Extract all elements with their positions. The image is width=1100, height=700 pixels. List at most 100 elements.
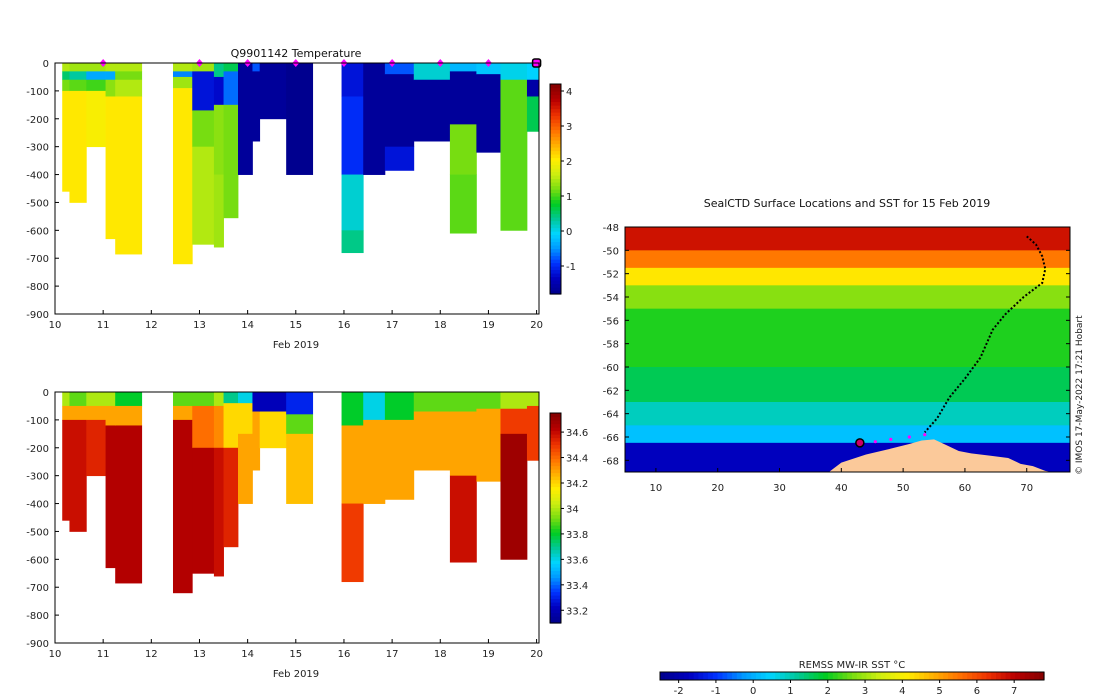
colorbar-step [550,497,561,502]
colorbar-tick-label: 5 [936,686,942,697]
temperature-y-ticks: 0 -100 -200 -300 -400 -500 -600 -700 -800 -900 [26,59,59,321]
profile-cell [86,71,106,81]
colorbar-step [550,549,561,554]
profile-cell [213,405,224,449]
profile-cell [105,392,116,407]
colorbar-step [674,672,680,680]
lat-tick-label: -50 [603,246,619,257]
y-tick-label: -700 [26,254,49,265]
temperature-colorbar: -1 0 1 2 3 4 [549,83,576,295]
colorbar-step [842,672,848,680]
colorbar-step [550,455,561,460]
colorbar-tick-label: 33.6 [566,555,588,566]
profile-cell [413,411,451,471]
colorbar-step [550,84,561,89]
colorbar-step [808,672,815,680]
colorbar-step [550,476,561,481]
salinity-plot-frame [54,391,540,644]
x-tick-label: 16 [338,320,351,331]
profile-cell [449,124,477,175]
sst-field [625,227,1070,472]
colorbar-step [679,672,685,680]
profile-cell [86,90,106,148]
current-location-marker [855,438,865,448]
colorbar-tick-label: 33.4 [566,581,588,592]
profile-cell [105,71,116,81]
colorbar-step [550,563,561,568]
colorbar-step [550,140,561,145]
colorbar-step [550,472,561,477]
profile-cell [69,90,87,203]
colorbar-step [550,220,561,225]
profile-cell [384,146,415,171]
y-tick-label: -200 [26,444,49,455]
colorbar-step [1039,672,1045,680]
colorbar-step [828,672,834,680]
profile-cell [69,63,87,72]
profile-cell [500,408,528,435]
colorbar-step [775,672,781,680]
y-tick-label: -700 [26,583,49,594]
colorbar-step [550,189,561,194]
profile-cell [192,405,215,449]
salinity-section-panel: 10 11 12 13 14 15 16 17 18 19 20 0 -100 -200 -300 -400… [26,388,588,680]
profile-cell [213,76,224,106]
colorbar-step [550,248,561,253]
profile-cell [223,71,239,106]
map-longitude-ticks: 10 20 30 40 50 60 70 [650,468,1033,494]
y-tick-label: -600 [26,555,49,566]
lat-tick-label: -52 [603,270,619,281]
lon-tick-label: 70 [1020,483,1033,494]
y-tick-label: -500 [26,527,49,538]
colorbar-step [550,577,561,582]
x-tick-label: 12 [145,649,158,660]
profile-cell [115,71,143,81]
colorbar-step [550,413,561,418]
profile-location [889,437,893,441]
colorbar-step [550,532,561,537]
colorbar-step [550,574,561,579]
map-latitude-ticks: -48 -50 -52 -54 -56 -58 -60 -62 -64 -66 -68 [603,223,1070,467]
profile-cell [476,392,501,410]
x-tick-label: 15 [289,649,302,660]
colorbar-step [550,609,561,614]
profile-cell [526,96,540,132]
colorbar-step [880,672,887,680]
x-tick-label: 13 [193,649,206,660]
colorbar-step [914,672,920,680]
colorbar-step [986,672,992,680]
lat-tick-label: -56 [603,316,619,327]
lat-tick-label: -66 [603,433,619,444]
colorbar-step [856,672,863,680]
profile-cell [62,392,70,407]
profile-cell [172,392,193,407]
colorbar-frame [549,412,562,624]
colorbar-step [550,448,561,453]
x-tick-label: 14 [241,320,254,331]
x-tick-label: 12 [145,320,158,331]
profile-cell [363,392,386,421]
colorbar-step [550,598,561,603]
colorbar-step [550,241,561,246]
profile-cell [449,475,477,563]
colorbar-step [550,290,561,295]
colorbar-step [550,245,561,250]
colorbar-step [550,147,561,152]
profile-cell [69,392,87,407]
colorbar-step [550,437,561,442]
colorbar-step [550,584,561,589]
colorbar-step [550,101,561,106]
y-tick-label: -800 [26,282,49,293]
lon-tick-label: 50 [897,483,910,494]
profile-cell [86,63,106,72]
colorbar-step [550,612,561,617]
lat-tick-label: -62 [603,386,619,397]
x-tick-label: 19 [482,649,495,660]
y-tick-label: -900 [26,639,49,650]
y-tick-label: -100 [26,87,49,98]
profile-cell [213,63,224,78]
y-tick-label: -400 [26,500,49,511]
colorbar-step [876,672,882,680]
colorbar-step [760,672,767,680]
colorbar-step [1000,672,1007,680]
